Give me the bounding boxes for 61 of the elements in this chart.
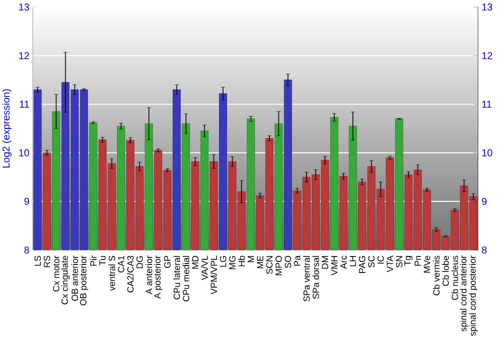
x-tick-label: Tg	[404, 256, 412, 266]
x-tick-label: A anterior	[146, 256, 152, 294]
x-tick-label: A posterior	[154, 256, 162, 299]
y-tick-label: 12	[19, 52, 29, 60]
x-tick-label: VMH	[331, 256, 338, 276]
x-tick-label: Hb	[238, 256, 245, 266]
x-tick-label: PAG	[358, 256, 366, 273]
x-tick-label: RS	[44, 256, 50, 268]
y-tick-label: 13	[19, 3, 30, 11]
x-tick-label: LS	[34, 256, 41, 266]
x-tick-label: Cb vermis	[432, 256, 440, 296]
x-tick-label: Cb nucleus	[452, 256, 458, 300]
x-tick-label: CPu medial	[182, 256, 190, 302]
x-tick-label: M	[248, 256, 254, 262]
x-tick-label: Cx motor	[53, 256, 60, 292]
x-tick-label: DM	[322, 256, 328, 269]
x-tick-label: OB posterior	[80, 256, 88, 306]
x-tick-label: Tu	[99, 256, 106, 266]
y2-tick-label: 8	[482, 246, 487, 254]
y-tick-label: 11	[20, 100, 29, 108]
x-tick-label: CA2/CA3	[127, 256, 134, 292]
x-tick-label: OB anterior	[71, 256, 78, 301]
x-tick-label: VPM/VPL	[210, 256, 218, 294]
x-tick-label: spinal cord anterior	[460, 256, 468, 332]
y2-tick-label: 9	[482, 198, 487, 205]
x-tick-label: ME	[257, 256, 264, 268]
x-tick-label: MD	[192, 256, 198, 269]
x-tick-label: SPa dorsal	[312, 256, 320, 299]
x-tick-label: Cb lobe	[442, 256, 449, 286]
x-tick-label: MVe	[424, 256, 430, 273]
x-tick-label: CPu lateral	[173, 256, 180, 300]
x-tick-label: Pa	[294, 255, 300, 266]
y2-tick-label: 11	[482, 100, 492, 108]
x-tick-label: DG	[136, 256, 143, 268]
y2-tick-label: 10	[482, 149, 492, 156]
x-tick-label: SO	[284, 256, 292, 268]
x-tick-label: ventral S	[108, 256, 116, 291]
x-tick-label: Arc	[340, 256, 347, 269]
x-tick-label: MPO	[276, 256, 282, 276]
x-tick-label: Pir	[90, 256, 97, 266]
x-tick-label: SC	[368, 256, 375, 268]
y-tick-label: 9	[24, 198, 30, 205]
x-tick-label: SPa ventral	[303, 256, 310, 302]
x-tick-label: LG	[220, 256, 226, 267]
y2-tick-label: 12	[482, 52, 492, 60]
x-tick-label: spinal cord posterior	[469, 256, 478, 336]
x-tick-label: Pn	[414, 256, 421, 266]
x-tick-label: CA1	[118, 256, 124, 272]
x-tick-label: SN	[396, 256, 402, 268]
y-axis-title: Log2 (expression)	[2, 89, 12, 168]
x-tick-label: SCN	[266, 256, 273, 274]
x-tick-label: IC	[377, 256, 384, 264]
x-tick-label: GP	[164, 256, 171, 268]
x-tick-label: Cx cingulate	[61, 256, 70, 304]
x-tick-label: LH	[350, 256, 356, 266]
y2-tick-label: 13	[482, 3, 492, 11]
y-tick-label: 8	[24, 246, 30, 254]
x-tick-label: VTA	[386, 255, 394, 272]
x-tick-label: VA/VL	[201, 256, 208, 280]
y-tick-label: 10	[19, 149, 30, 156]
x-tick-label: MG	[229, 256, 236, 270]
